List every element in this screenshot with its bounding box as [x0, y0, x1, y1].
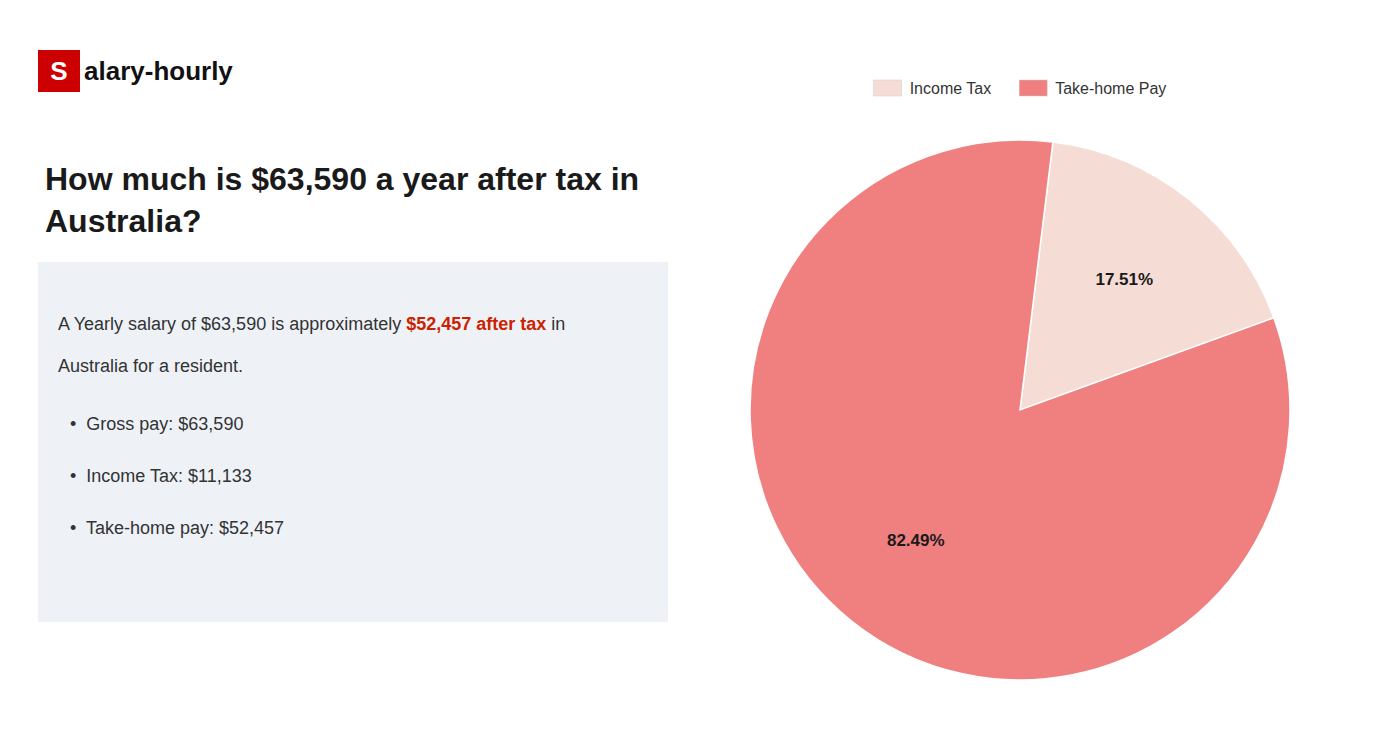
title-line: Australia?	[45, 203, 201, 239]
summary-text: A Yearly salary of $63,590 is approximat…	[58, 314, 406, 334]
data-labels: 17.51% 82.49%	[887, 270, 1153, 551]
bullet-item: • Take-home pay: $52,457	[70, 518, 284, 538]
logo-box	[38, 50, 80, 92]
legend-swatch	[1019, 80, 1047, 96]
legend: Income Tax Take-home Pay	[874, 80, 1167, 97]
title: How much is $63,590 a year after tax in A…	[45, 161, 639, 239]
summary-text: in	[546, 314, 565, 334]
summary-highlight: $52,457 after tax	[406, 314, 546, 334]
legend-item: Take-home Pay	[1019, 80, 1166, 97]
bullet-item: • Income Tax: $11,133	[70, 466, 252, 486]
chart-root: Salary-hourly How much is $63,590 a year …	[0, 0, 1400, 750]
data-label: 17.51%	[1095, 270, 1153, 289]
pie-slice	[750, 140, 1290, 680]
legend-label: Take-home Pay	[1055, 80, 1166, 97]
summary-line: Australia for a resident.	[58, 356, 243, 376]
summary-line: A Yearly salary of $63,590 is approximat…	[58, 314, 565, 334]
logo-text: alary-hourly	[84, 56, 233, 86]
logo: Salary-hourly	[38, 50, 233, 92]
legend-item: Income Tax	[874, 80, 992, 97]
logo-letter: S	[50, 56, 67, 86]
legend-label: Income Tax	[910, 80, 992, 97]
legend-swatch	[874, 80, 902, 96]
bullet-item: • Gross pay: $63,590	[70, 414, 243, 434]
pie	[750, 140, 1290, 680]
data-label: 82.49%	[887, 531, 945, 550]
title-line: How much is $63,590 a year after tax in	[45, 161, 639, 197]
info-box	[38, 262, 668, 622]
